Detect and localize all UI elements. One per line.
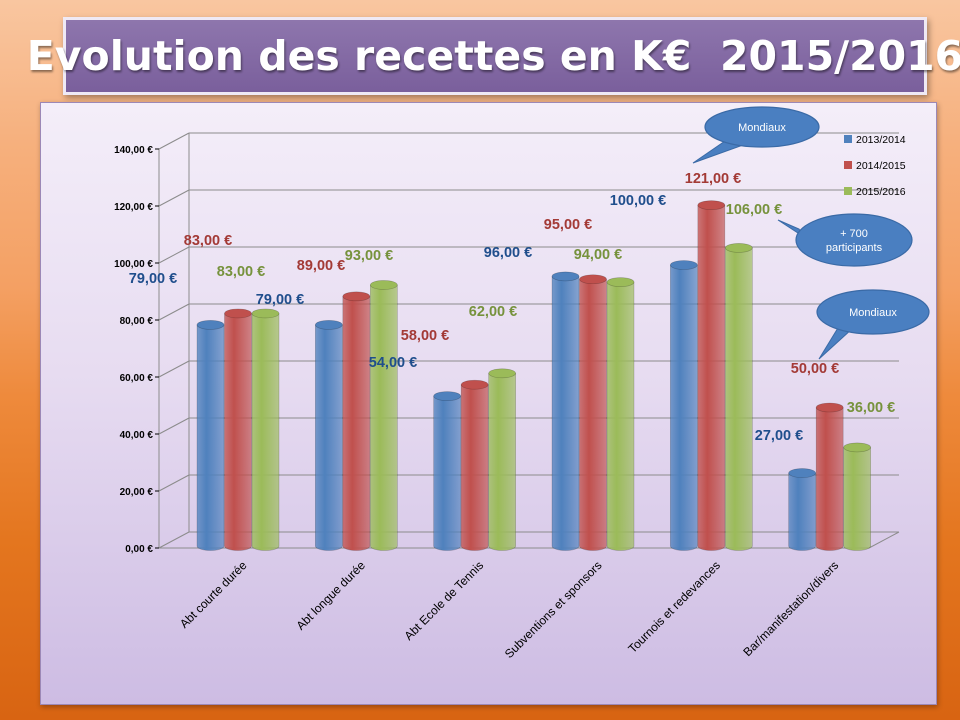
gridline-diagonal <box>158 417 190 435</box>
callout-text: participants <box>826 242 883 254</box>
bar-2013/2014-3 <box>551 271 580 551</box>
callout-text: + 700 <box>840 228 868 240</box>
callout-text: Mondiaux <box>849 307 897 319</box>
gridline-diagonal <box>158 360 190 378</box>
x-tick-label: Abt longue durée <box>293 558 368 633</box>
x-tick-label: Tournois et redevances <box>625 558 723 656</box>
callout-mondiaux-2: Mondiaux <box>816 289 930 360</box>
data-label: 83,00 € <box>184 233 232 249</box>
data-label: 62,00 € <box>469 304 517 320</box>
legend-swatch <box>844 135 852 143</box>
data-label: 83,00 € <box>217 264 265 280</box>
y-tick-label: 60,00 € <box>120 373 154 384</box>
data-label: 79,00 € <box>256 292 304 308</box>
data-label: 58,00 € <box>401 328 449 344</box>
y-tick-label: 140,00 € <box>114 145 153 156</box>
chart-area: 0,00 € 20,00 € 40,00 € 60,00 € 80,00 € 100,00… <box>40 102 937 705</box>
page-title: Evolution des recettes en K€ 2015/2016 <box>26 32 960 80</box>
data-label: 79,00 € <box>129 271 177 287</box>
bar-2013/2014-0 <box>196 320 225 551</box>
data-label: 95,00 € <box>544 217 592 233</box>
bar-2013/2014-4 <box>670 260 698 551</box>
data-label: 106,00 € <box>726 202 782 218</box>
bar-2015/2016-5 <box>843 442 871 551</box>
bar-2013/2014-5 <box>788 468 816 551</box>
legend-label: 2013/2014 <box>856 134 906 146</box>
bar-2014/2015-1 <box>342 291 371 551</box>
bar-chart: 0,00 € 20,00 € 40,00 € 60,00 € 80,00 € 100,00… <box>114 106 930 661</box>
title-banner: Evolution des recettes en K€ 2015/2016 <box>27 17 960 95</box>
legend-label: 2014/2015 <box>856 160 906 172</box>
bar-2014/2015-5 <box>815 402 844 551</box>
y-tick-label: 100,00 € <box>114 259 153 270</box>
y-tick-label: 120,00 € <box>114 202 153 213</box>
chart-bars <box>196 200 871 551</box>
y-tick-label: 80,00 € <box>120 316 154 327</box>
bar-2014/2015-0 <box>224 308 252 551</box>
gridline-diagonal <box>158 303 190 321</box>
bar-2013/2014-1 <box>315 320 343 551</box>
data-label: 54,00 € <box>369 355 417 371</box>
legend-label: 2015/2016 <box>856 186 906 198</box>
callout-participants: + 700 participants <box>777 213 913 267</box>
legend-swatch <box>844 187 852 195</box>
data-label: 36,00 € <box>847 400 895 416</box>
x-tick-label: Abt courte durée <box>177 558 250 631</box>
data-label: 121,00 € <box>685 171 741 187</box>
gridline-diagonal <box>158 132 190 150</box>
data-label: 96,00 € <box>484 245 532 261</box>
data-label: 27,00 € <box>755 428 803 444</box>
bar-2014/2015-2 <box>460 379 489 551</box>
bar-2015/2016-4 <box>725 243 753 551</box>
data-label: 100,00 € <box>610 193 666 209</box>
bar-2014/2015-3 <box>579 274 607 551</box>
y-tick-label: 20,00 € <box>120 487 154 498</box>
y-tick-label: 0,00 € <box>125 544 153 555</box>
chart-callouts: Mondiaux + 700 participants Mondiaux <box>692 106 930 360</box>
gridline-diagonal <box>158 531 190 549</box>
chart-data-labels: 79,00 € 79,00 € 54,00 € 96,00 € 100,00 € 27,0… <box>129 171 895 444</box>
data-label: 94,00 € <box>574 247 622 263</box>
data-label: 50,00 € <box>791 361 839 377</box>
gridline-diagonal <box>158 246 190 264</box>
callout-text: Mondiaux <box>738 122 786 134</box>
x-tick-label: Bar/manifestation/divers <box>740 558 841 659</box>
gridline-diagonal <box>158 474 190 492</box>
y-tick-label: 40,00 € <box>120 430 154 441</box>
chart-x-labels: Abt courte durée Abt longue durée Abt Ecol… <box>177 558 841 661</box>
bar-2014/2015-4 <box>697 200 726 551</box>
data-label: 93,00 € <box>345 248 393 264</box>
chart-legend: 2013/2014 2014/2015 2015/2016 <box>844 134 906 198</box>
x-tick-label: Abt Ecole de Tennis <box>402 558 487 643</box>
bar-2015/2016-3 <box>606 277 635 551</box>
legend-swatch <box>844 161 852 169</box>
x-tick-label: Subventions et sponsors <box>502 558 605 661</box>
bar-2015/2016-2 <box>488 368 516 551</box>
data-label: 89,00 € <box>297 258 345 274</box>
gridline-diagonal <box>158 189 190 207</box>
bar-2015/2016-1 <box>370 280 398 551</box>
bar-2015/2016-0 <box>251 308 280 551</box>
callout-mondiaux-1: Mondiaux <box>692 106 820 164</box>
bar-2013/2014-2 <box>433 391 461 551</box>
